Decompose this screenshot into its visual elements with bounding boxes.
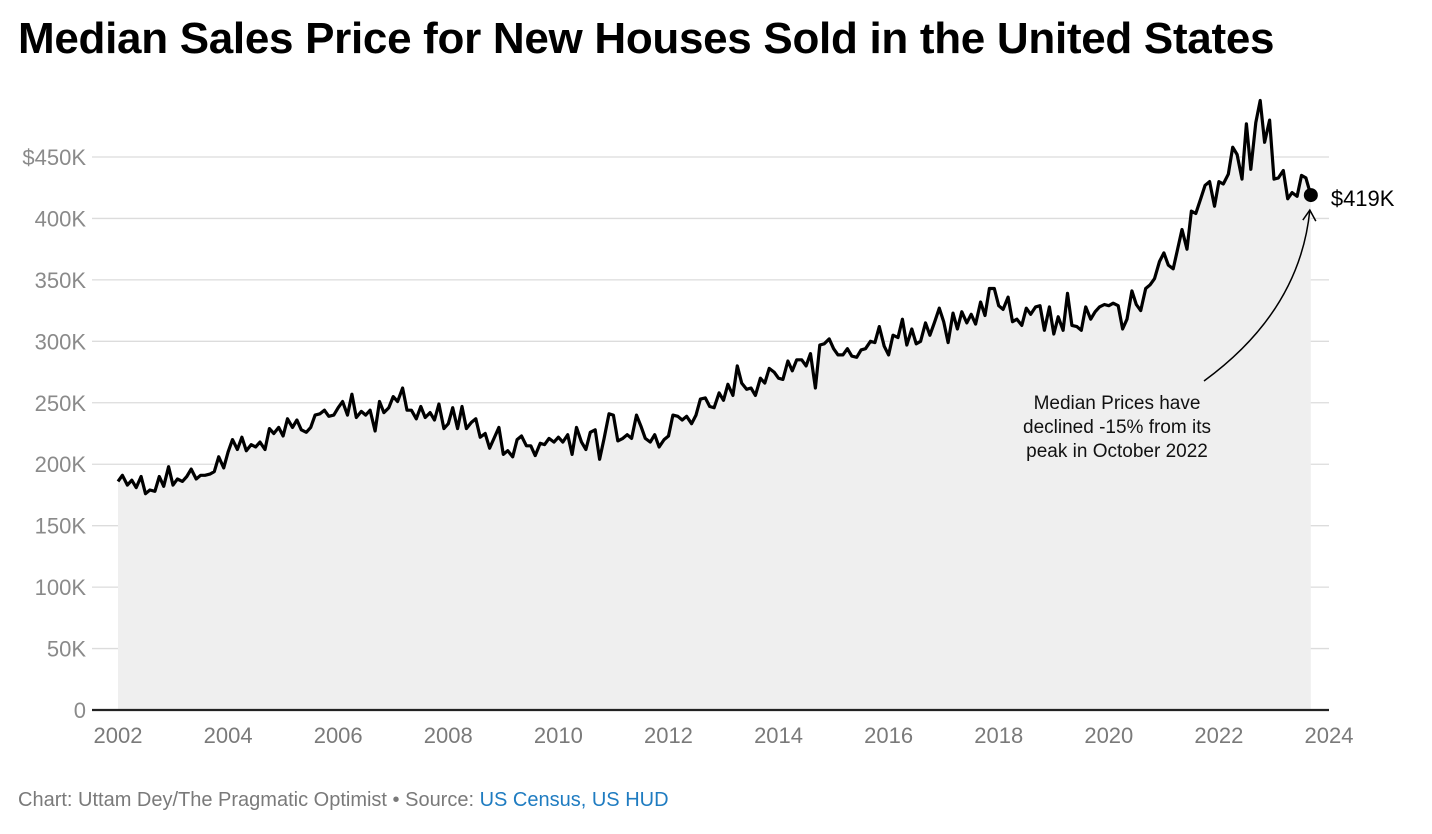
y-tick-label: 50K bbox=[47, 637, 86, 662]
x-tick-label: 2010 bbox=[534, 723, 583, 748]
x-tick-label: 2006 bbox=[314, 723, 363, 748]
x-tick-label: 2012 bbox=[644, 723, 693, 748]
x-tick-label: 2002 bbox=[94, 723, 143, 748]
annotation-line: peak in October 2022 bbox=[1026, 441, 1208, 462]
source-link[interactable]: US Census, US HUD bbox=[479, 789, 669, 811]
annotation-arrow bbox=[1203, 210, 1311, 382]
y-tick-labels: 0 50K 100K 150K 200K 250K 300K 350K 400K $450K bbox=[22, 145, 86, 723]
annotation-line: Median Prices have bbox=[1034, 393, 1201, 414]
annotation-line: declined -15% from its bbox=[1023, 417, 1211, 438]
y-tick-label: $450K bbox=[22, 145, 86, 170]
chart-footer: Chart: Uttam Dey/The Pragmatic Optimist … bbox=[18, 789, 669, 812]
page-title: Median Sales Price for New Houses Sold i… bbox=[18, 14, 1275, 63]
end-value-label: $419K bbox=[1331, 186, 1395, 211]
y-tick-label: 400K bbox=[35, 206, 87, 231]
series-area-fill bbox=[118, 100, 1311, 710]
x-tick-label: 2018 bbox=[974, 723, 1023, 748]
x-tick-label: 2016 bbox=[864, 723, 913, 748]
y-tick-label: 0 bbox=[74, 698, 86, 723]
x-tick-labels: 2002 2004 2006 2008 2010 2012 2014 2016 2018 2020… bbox=[94, 723, 1354, 748]
y-tick-label: 250K bbox=[35, 391, 87, 416]
credit-text: Chart: Uttam Dey/The Pragmatic Optimist … bbox=[18, 789, 480, 811]
series-line bbox=[116, 98, 1313, 496]
annotation-arrowhead bbox=[1302, 208, 1317, 222]
y-tick-label: 100K bbox=[35, 575, 87, 600]
x-tick-label: 2008 bbox=[424, 723, 473, 748]
y-tick-label: 150K bbox=[35, 514, 87, 539]
end-point-marker bbox=[1303, 188, 1318, 203]
x-tick-label: 2004 bbox=[204, 723, 253, 748]
x-tick-label: 2014 bbox=[754, 723, 803, 748]
x-tick-label: 2024 bbox=[1305, 723, 1354, 748]
x-tick-label: 2022 bbox=[1194, 723, 1243, 748]
y-tick-label: 300K bbox=[35, 329, 87, 354]
annotation-text: Median Prices have declined -15% from its… bbox=[1023, 393, 1211, 462]
line-chart: 0 50K 100K 150K 200K 250K 300K 350K 400K $450K 20… bbox=[22, 98, 1395, 748]
y-tick-label: 350K bbox=[35, 268, 87, 293]
y-tick-label: 200K bbox=[35, 452, 87, 477]
x-tick-label: 2020 bbox=[1084, 723, 1133, 748]
